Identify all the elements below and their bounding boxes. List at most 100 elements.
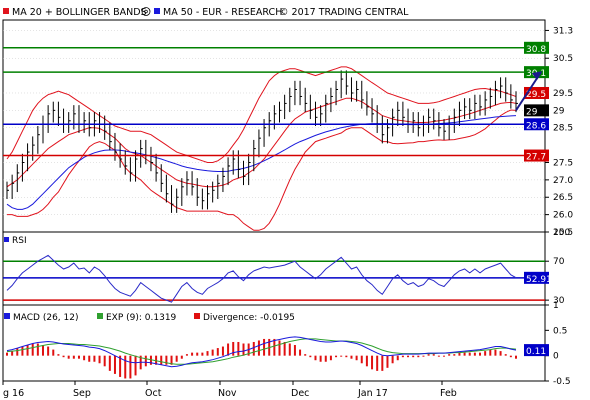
rsi-legend-label: RSI	[12, 236, 27, 246]
divergence-bar	[314, 355, 317, 361]
rsi-value-tag-box	[524, 271, 549, 284]
divergence-bar	[443, 355, 446, 357]
divergence-bar	[422, 355, 425, 357]
price-tick-label: 26.0	[553, 211, 573, 221]
divergence-legend-label: Divergence: -0.0195	[203, 313, 295, 323]
divergence-bar	[180, 355, 183, 359]
divergence-bar	[371, 355, 374, 370]
divergence-bar	[263, 338, 266, 356]
divergence-bar	[401, 355, 404, 358]
divergence-bar	[407, 355, 410, 358]
divergence-bar	[36, 343, 39, 356]
divergence-bar	[453, 354, 456, 356]
divergence-bar	[6, 352, 8, 356]
price-tag: 29	[526, 107, 538, 117]
divergence-bar	[52, 349, 55, 356]
divergence-bar	[93, 355, 96, 362]
divergence-bar	[221, 346, 224, 356]
divergence-bar	[489, 349, 492, 356]
divergence-bar	[257, 340, 260, 356]
divergence-bar	[365, 355, 368, 367]
divergence-bar	[273, 338, 276, 356]
divergence-bar	[340, 355, 343, 357]
price-tick-label: 28.5	[553, 124, 573, 134]
macd-legend-swatch	[4, 313, 10, 319]
divergence-bar	[165, 355, 168, 365]
exp-legend-swatch	[97, 313, 103, 319]
price-tick-label: 26.5	[553, 193, 573, 203]
macd-panel: 1 0.5 0 -0.5 0.11	[2, 301, 571, 387]
divergence-bar	[196, 352, 199, 356]
month-label: Jan 17	[357, 388, 388, 399]
divergence-bar	[345, 355, 348, 358]
divergence-bar	[293, 345, 296, 356]
divergence-bar	[504, 354, 507, 356]
divergence-bar	[62, 355, 65, 358]
divergence-bar	[468, 352, 471, 356]
divergence-bar	[494, 349, 497, 356]
macd-value-tag: 0.11	[526, 347, 546, 357]
divergence-bar	[309, 355, 312, 358]
divergence-bar	[144, 355, 147, 367]
divergence-bar	[119, 355, 122, 377]
macd-tick-label: -0.5	[553, 377, 571, 387]
level-tag-box	[524, 118, 549, 131]
divergence-bar	[427, 354, 430, 356]
price-tick-label: 29.5	[553, 89, 573, 99]
divergence-bar	[417, 355, 420, 358]
bollinger-lower-line	[7, 109, 517, 231]
divergence-bar	[201, 352, 204, 356]
price-tick-label: 30.5	[553, 54, 573, 64]
divergence-bar	[319, 355, 322, 362]
month-label: Dec	[291, 388, 309, 399]
rsi-panel: 100 70 30 52.91	[2, 228, 570, 306]
ma50-legend-swatch	[154, 8, 160, 14]
copyright-icon	[141, 7, 151, 16]
rsi-tick-label: 70	[553, 257, 565, 267]
macd-panel-frame	[2, 304, 546, 382]
divergence-bar	[103, 355, 106, 367]
divergence-bar	[299, 349, 302, 356]
divergence-bar	[67, 355, 70, 359]
level-tag: 30.8	[526, 45, 546, 55]
divergence-bar	[170, 355, 173, 365]
divergence-bar	[26, 345, 29, 356]
divergence-bar	[499, 351, 502, 356]
macd-tick-label: 1	[553, 301, 559, 311]
exp-legend-label: EXP (9): 0.1319	[106, 313, 177, 323]
macd-tick-label: 0.5	[553, 326, 567, 336]
divergence-bar	[386, 355, 389, 368]
bollinger-legend-swatch	[3, 8, 9, 14]
divergence-bar	[129, 355, 132, 379]
price-tag: 29.5	[526, 90, 546, 100]
rsi-legend-swatch	[4, 237, 9, 242]
macd-tick-label: 0	[553, 352, 559, 362]
divergence-bar	[515, 355, 517, 359]
divergence-bar	[391, 355, 394, 364]
divergence-bar	[509, 355, 512, 358]
price-tick-label: 27.0	[553, 176, 573, 186]
divergence-bar	[396, 355, 399, 361]
divergence-bar	[227, 343, 230, 356]
divergence-bar	[355, 355, 358, 361]
divergence-bar	[88, 355, 91, 362]
header-legend: MA 20 + BOLLINGER BANDS MA 50 - EUR - RE…	[3, 7, 409, 18]
divergence-bar	[412, 355, 415, 358]
divergence-bar	[484, 351, 487, 356]
divergence-bar	[124, 355, 127, 379]
ma50-legend-label: MA 50 - EUR - RESEARCH	[163, 7, 282, 18]
divergence-bar	[252, 341, 255, 356]
month-label: g 16	[3, 388, 24, 399]
divergence-bar	[304, 354, 307, 356]
divergence-bar	[283, 341, 286, 356]
copyright-notice: © 2017 TRADING CENTRAL	[279, 7, 409, 18]
divergence-bar	[21, 346, 24, 356]
macd-legend: MACD (26, 12) EXP (9): 0.1319 Divergence…	[4, 313, 295, 323]
divergence-bar	[77, 355, 80, 359]
divergence-bar	[216, 348, 219, 356]
divergence-bar	[463, 352, 466, 356]
month-label: Feb	[440, 388, 457, 399]
level-tag: 27.7	[526, 153, 546, 163]
divergence-bar	[31, 343, 34, 356]
